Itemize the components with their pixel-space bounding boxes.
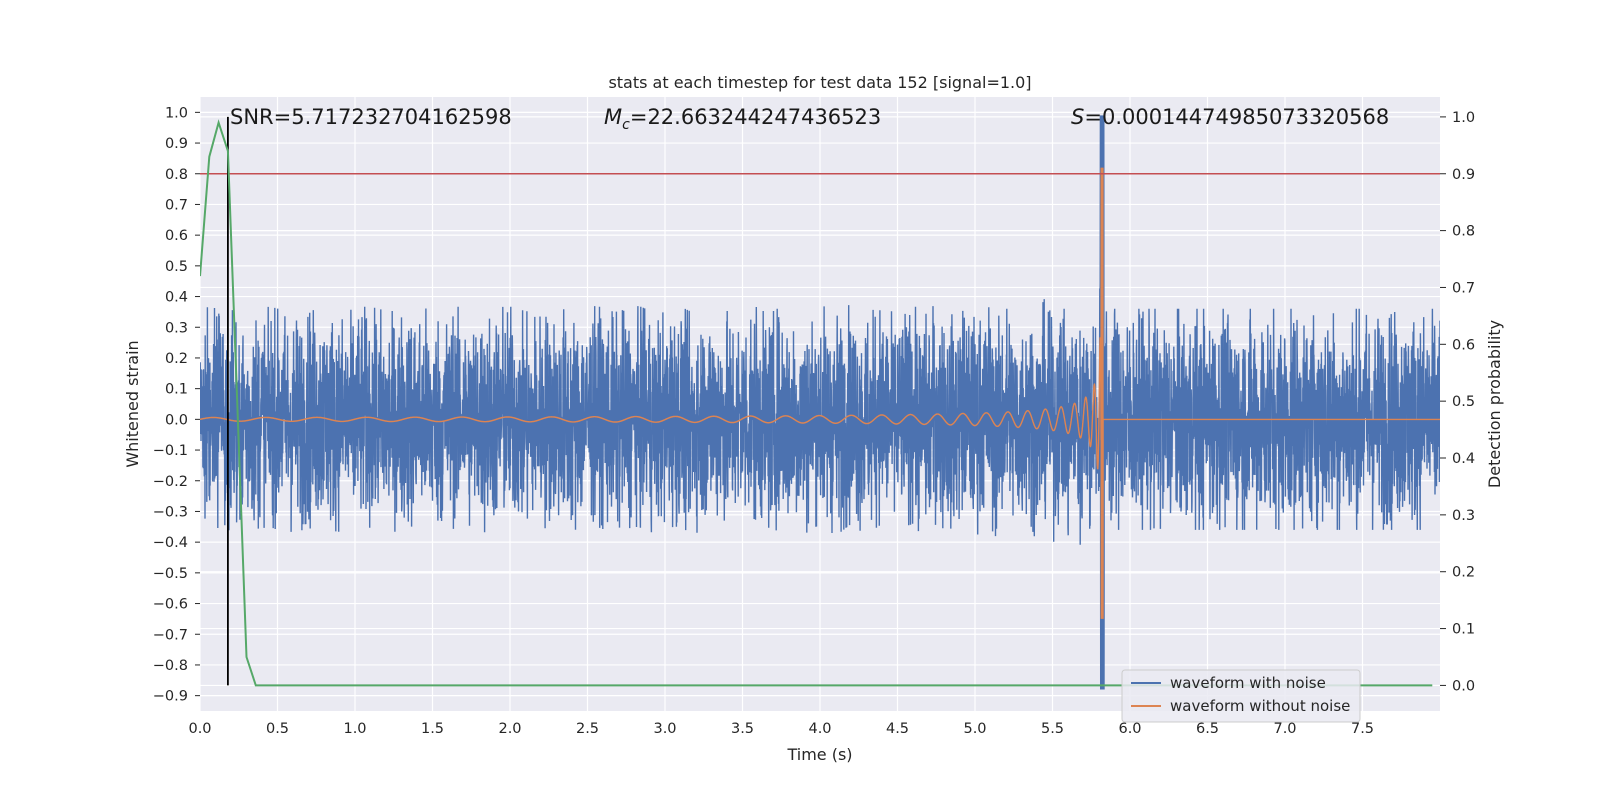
- left-tick-label: −0.8: [153, 658, 188, 674]
- right-tick-label: 0.4: [1452, 451, 1475, 467]
- y-axis-label-right: Detection probability: [1485, 320, 1504, 488]
- legend-label-clean: waveform without noise: [1170, 697, 1350, 715]
- chirp-mass-annotation: Mc=22.663244247436523: [604, 105, 881, 133]
- left-tick-label: −0.1: [153, 443, 188, 459]
- right-tick-label: 0.9: [1452, 167, 1475, 183]
- x-axis-label: Time (s): [786, 745, 852, 764]
- left-tick-label: −0.6: [153, 597, 188, 613]
- x-tick-label: 0.0: [188, 721, 211, 737]
- left-tick-label: 0.5: [165, 259, 188, 275]
- left-tick-label: 0.0: [165, 412, 188, 428]
- right-tick-label: 0.6: [1452, 337, 1475, 353]
- right-axis: 0.0 0.1 0.2 0.3 0.4 0.5 0.6 0.7 0.8 0.9 1.0: [1440, 110, 1475, 694]
- series-waveform-with-noise: [200, 115, 1440, 690]
- x-tick-label: 4.0: [808, 721, 831, 737]
- x-axis: 0.0 0.5 1.0 1.5 2.0 2.5 3.0 3.5 4.0 4.5 5.0 5.5 6.0 6…: [188, 721, 1374, 737]
- left-tick-label: 0.2: [165, 351, 188, 367]
- x-tick-label: 5.5: [1041, 721, 1064, 737]
- left-tick-label: 0.7: [165, 197, 188, 213]
- left-axis: −0.9 −0.8 −0.7 −0.6 −0.5 −0.4 −0.3 −0.2 −0.1 0.0 0…: [153, 105, 200, 705]
- right-tick-label: 1.0: [1452, 110, 1475, 126]
- left-tick-label: 0.6: [165, 228, 188, 244]
- chirp-mass-symbol: M: [604, 105, 622, 129]
- x-tick-label: 5.0: [963, 721, 986, 737]
- legend-box: [1121, 669, 1361, 723]
- x-tick-label: 3.0: [653, 721, 676, 737]
- legend: waveform with noise waveform without noi…: [1121, 669, 1361, 723]
- series-waveform-without-noise: [200, 167, 1440, 619]
- left-tick-label: 0.3: [165, 320, 188, 336]
- x-tick-label: 7.5: [1351, 721, 1374, 737]
- left-tick-label: 0.9: [165, 136, 188, 152]
- x-tick-label: 6.0: [1118, 721, 1141, 737]
- series-layer: [200, 115, 1440, 690]
- y-axis-label-left: Whitened strain: [123, 340, 142, 467]
- s-annotation: S=0.00014474985073320568: [1071, 105, 1389, 129]
- right-tick-label: 0.1: [1452, 622, 1475, 638]
- left-tick-label: 0.4: [165, 290, 188, 306]
- x-tick-label: 1.5: [421, 721, 444, 737]
- s-symbol: S: [1071, 105, 1084, 129]
- right-tick-label: 0.7: [1452, 280, 1475, 296]
- s-value: 0.00014474985073320568: [1102, 105, 1389, 129]
- left-tick-label: −0.7: [153, 627, 188, 643]
- x-tick-label: 1.0: [343, 721, 366, 737]
- series-detection-probability: [200, 119, 1433, 687]
- x-tick-label: 6.5: [1196, 721, 1219, 737]
- chirp-mass-value: 22.663244247436523: [647, 105, 881, 129]
- right-tick-label: 0.2: [1452, 565, 1475, 581]
- right-tick-label: 0.0: [1452, 678, 1475, 694]
- left-tick-label: −0.4: [153, 535, 188, 551]
- right-tick-label: 0.3: [1452, 508, 1475, 524]
- right-tick-label: 0.8: [1452, 224, 1475, 240]
- chirp-mass-equals: =: [630, 105, 648, 129]
- snr-prefix: SNR=: [230, 105, 291, 129]
- chart-title: stats at each timestep for test data 152…: [608, 73, 1031, 92]
- x-tick-label: 2.0: [498, 721, 521, 737]
- x-tick-label: 4.5: [886, 721, 909, 737]
- x-tick-label: 2.5: [576, 721, 599, 737]
- left-tick-label: −0.5: [153, 566, 188, 582]
- chirp-mass-subscript: c: [622, 117, 630, 133]
- left-tick-label: −0.3: [153, 504, 188, 520]
- left-tick-label: −0.2: [153, 474, 188, 490]
- left-tick-label: 1.0: [165, 105, 188, 121]
- x-tick-label: 7.0: [1273, 721, 1296, 737]
- x-tick-label: 0.5: [266, 721, 289, 737]
- x-tick-label: 3.5: [731, 721, 754, 737]
- left-tick-label: −0.9: [153, 689, 188, 705]
- snr-value: 5.717232704162598: [291, 105, 511, 129]
- s-equals: =: [1084, 105, 1102, 129]
- right-tick-label: 0.5: [1452, 394, 1475, 410]
- left-tick-label: 0.8: [165, 167, 188, 183]
- snr-annotation: SNR=5.717232704162598: [230, 105, 512, 129]
- left-tick-label: 0.1: [165, 382, 188, 398]
- legend-label-noise: waveform with noise: [1170, 674, 1326, 692]
